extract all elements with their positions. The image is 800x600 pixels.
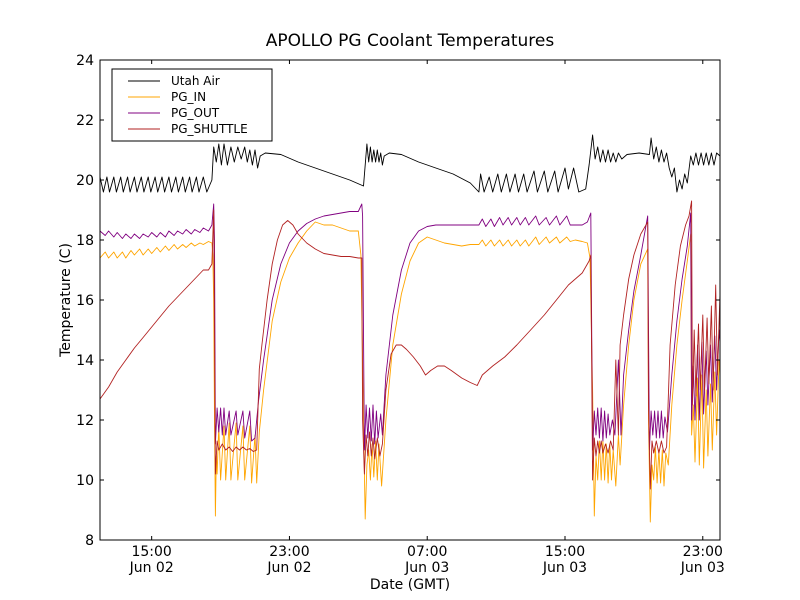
legend-label: PG_OUT <box>171 106 220 120</box>
series-line-utah-air <box>99 134 721 193</box>
x-tick-label-time: 15:00 <box>131 544 171 560</box>
x-tick-label-date: Jun 03 <box>542 560 587 576</box>
series-line-pg-shuttle <box>99 200 721 490</box>
x-axis-label: Date (GMT) <box>370 577 450 593</box>
x-tick-label-time: 07:00 <box>407 544 447 560</box>
series-line-pg-in <box>99 221 721 523</box>
legend-label: PG_SHUTTLE <box>171 122 248 136</box>
y-tick-label: 10 <box>76 473 94 489</box>
legend: Utah Air PG_IN PG_OUT PG_SHUTTLE <box>111 68 273 142</box>
y-tick-label: 14 <box>76 353 94 369</box>
y-axis-label: Temperature (C) <box>58 243 74 358</box>
series-line-pg-out <box>99 203 721 451</box>
y-axis: 8 10 12 14 16 18 20 22 24 <box>76 53 720 549</box>
y-tick-label: 24 <box>76 53 94 69</box>
y-tick-label: 20 <box>76 173 94 189</box>
x-tick-label-date: Jun 02 <box>129 560 174 576</box>
legend-label: PG_IN <box>171 90 206 104</box>
y-tick-label: 8 <box>85 533 94 549</box>
x-tick-label-date: Jun 03 <box>680 560 725 576</box>
y-tick-label: 22 <box>76 113 94 129</box>
chart-title: APOLLO PG Coolant Temperatures <box>266 31 555 51</box>
y-tick-label: 12 <box>76 413 94 429</box>
y-tick-label: 18 <box>76 233 94 249</box>
series-layer <box>99 134 721 523</box>
y-tick-label: 16 <box>76 293 94 309</box>
x-tick-label-time: 23:00 <box>269 544 309 560</box>
x-tick-label-date: Jun 03 <box>404 560 449 576</box>
legend-label: Utah Air <box>171 74 220 88</box>
x-tick-label-date: Jun 02 <box>266 560 311 576</box>
x-tick-label-time: 15:00 <box>545 544 585 560</box>
x-tick-label-time: 23:00 <box>683 544 723 560</box>
